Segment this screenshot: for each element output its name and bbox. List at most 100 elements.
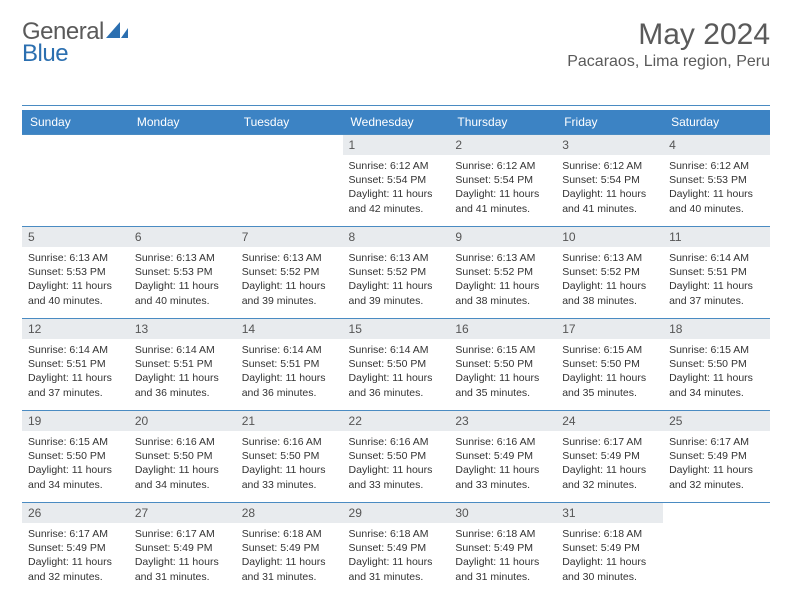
daylight-text-1: Daylight: 11 hours [28, 555, 123, 569]
daylight-text-2: and 42 minutes. [349, 202, 444, 216]
day-number: 1 [343, 135, 450, 155]
sunrise-text: Sunrise: 6:13 AM [242, 251, 337, 265]
daylight-text-1: Daylight: 11 hours [455, 371, 550, 385]
day-number: 16 [449, 319, 556, 339]
sunrise-text: Sunrise: 6:15 AM [669, 343, 764, 357]
sunset-text: Sunset: 5:50 PM [455, 357, 550, 371]
day-number: 7 [236, 227, 343, 247]
calendar-body: 1Sunrise: 6:12 AMSunset: 5:54 PMDaylight… [22, 135, 770, 595]
day-number: 25 [663, 411, 770, 431]
calendar-day-cell: 23Sunrise: 6:16 AMSunset: 5:49 PMDayligh… [449, 411, 556, 503]
sunset-text: Sunset: 5:53 PM [28, 265, 123, 279]
calendar-day-cell: 2Sunrise: 6:12 AMSunset: 5:54 PMDaylight… [449, 135, 556, 227]
daylight-text-1: Daylight: 11 hours [135, 279, 230, 293]
header: General May 2024 Pacaraos, Lima region, … [22, 18, 770, 71]
weekday-header: Friday [556, 110, 663, 135]
sunset-text: Sunset: 5:49 PM [455, 449, 550, 463]
daylight-text-1: Daylight: 11 hours [669, 463, 764, 477]
daylight-text-2: and 34 minutes. [135, 478, 230, 492]
sunrise-text: Sunrise: 6:17 AM [562, 435, 657, 449]
sunrise-text: Sunrise: 6:14 AM [135, 343, 230, 357]
day-content: Sunrise: 6:13 AMSunset: 5:52 PMDaylight:… [556, 247, 663, 310]
day-content: Sunrise: 6:15 AMSunset: 5:50 PMDaylight:… [449, 339, 556, 402]
calendar-day-cell: 19Sunrise: 6:15 AMSunset: 5:50 PMDayligh… [22, 411, 129, 503]
day-content: Sunrise: 6:12 AMSunset: 5:54 PMDaylight:… [556, 155, 663, 218]
sunrise-text: Sunrise: 6:14 AM [349, 343, 444, 357]
logo-sail-icon [106, 22, 128, 45]
calendar-day-cell: 3Sunrise: 6:12 AMSunset: 5:54 PMDaylight… [556, 135, 663, 227]
day-number: 2 [449, 135, 556, 155]
calendar-empty-cell [236, 135, 343, 227]
calendar-day-cell: 11Sunrise: 6:14 AMSunset: 5:51 PMDayligh… [663, 227, 770, 319]
sunset-text: Sunset: 5:51 PM [669, 265, 764, 279]
title-block: May 2024 Pacaraos, Lima region, Peru [567, 18, 770, 71]
day-number: 22 [343, 411, 450, 431]
sunset-text: Sunset: 5:49 PM [669, 449, 764, 463]
daylight-text-1: Daylight: 11 hours [455, 279, 550, 293]
sunset-text: Sunset: 5:50 PM [28, 449, 123, 463]
daylight-text-1: Daylight: 11 hours [349, 463, 444, 477]
day-content: Sunrise: 6:12 AMSunset: 5:54 PMDaylight:… [343, 155, 450, 218]
day-number: 9 [449, 227, 556, 247]
calendar-day-cell: 14Sunrise: 6:14 AMSunset: 5:51 PMDayligh… [236, 319, 343, 411]
calendar-day-cell: 30Sunrise: 6:18 AMSunset: 5:49 PMDayligh… [449, 503, 556, 595]
day-number: 12 [22, 319, 129, 339]
sunrise-text: Sunrise: 6:12 AM [669, 159, 764, 173]
daylight-text-1: Daylight: 11 hours [349, 371, 444, 385]
day-number: 29 [343, 503, 450, 523]
day-number: 19 [22, 411, 129, 431]
sunrise-text: Sunrise: 6:14 AM [28, 343, 123, 357]
weekday-header: Sunday [22, 110, 129, 135]
daylight-text-1: Daylight: 11 hours [242, 555, 337, 569]
day-number: 27 [129, 503, 236, 523]
day-number: 11 [663, 227, 770, 247]
daylight-text-2: and 41 minutes. [455, 202, 550, 216]
day-number: 30 [449, 503, 556, 523]
sunset-text: Sunset: 5:52 PM [562, 265, 657, 279]
daylight-text-1: Daylight: 11 hours [242, 463, 337, 477]
daylight-text-2: and 39 minutes. [349, 294, 444, 308]
calendar-day-cell: 15Sunrise: 6:14 AMSunset: 5:50 PMDayligh… [343, 319, 450, 411]
day-number: 15 [343, 319, 450, 339]
daylight-text-2: and 35 minutes. [562, 386, 657, 400]
sunrise-text: Sunrise: 6:17 AM [28, 527, 123, 541]
day-number: 3 [556, 135, 663, 155]
calendar-table: SundayMondayTuesdayWednesdayThursdayFrid… [22, 110, 770, 595]
daylight-text-1: Daylight: 11 hours [242, 371, 337, 385]
sunrise-text: Sunrise: 6:12 AM [349, 159, 444, 173]
day-content: Sunrise: 6:17 AMSunset: 5:49 PMDaylight:… [22, 523, 129, 586]
day-number: 20 [129, 411, 236, 431]
sunset-text: Sunset: 5:49 PM [28, 541, 123, 555]
calendar-empty-cell [663, 503, 770, 595]
sunrise-text: Sunrise: 6:15 AM [455, 343, 550, 357]
sunset-text: Sunset: 5:51 PM [242, 357, 337, 371]
sunrise-text: Sunrise: 6:16 AM [349, 435, 444, 449]
day-content: Sunrise: 6:17 AMSunset: 5:49 PMDaylight:… [556, 431, 663, 494]
calendar-day-cell: 13Sunrise: 6:14 AMSunset: 5:51 PMDayligh… [129, 319, 236, 411]
daylight-text-1: Daylight: 11 hours [562, 279, 657, 293]
daylight-text-1: Daylight: 11 hours [28, 463, 123, 477]
sunset-text: Sunset: 5:50 PM [135, 449, 230, 463]
sunset-text: Sunset: 5:52 PM [349, 265, 444, 279]
day-content: Sunrise: 6:14 AMSunset: 5:51 PMDaylight:… [129, 339, 236, 402]
daylight-text-2: and 40 minutes. [669, 202, 764, 216]
day-content: Sunrise: 6:14 AMSunset: 5:50 PMDaylight:… [343, 339, 450, 402]
sunset-text: Sunset: 5:49 PM [562, 541, 657, 555]
daylight-text-1: Daylight: 11 hours [28, 279, 123, 293]
daylight-text-2: and 41 minutes. [562, 202, 657, 216]
daylight-text-1: Daylight: 11 hours [135, 371, 230, 385]
daylight-text-2: and 32 minutes. [562, 478, 657, 492]
sunrise-text: Sunrise: 6:16 AM [135, 435, 230, 449]
day-content: Sunrise: 6:17 AMSunset: 5:49 PMDaylight:… [129, 523, 236, 586]
day-content: Sunrise: 6:14 AMSunset: 5:51 PMDaylight:… [22, 339, 129, 402]
calendar-day-cell: 25Sunrise: 6:17 AMSunset: 5:49 PMDayligh… [663, 411, 770, 503]
day-content: Sunrise: 6:15 AMSunset: 5:50 PMDaylight:… [22, 431, 129, 494]
daylight-text-2: and 33 minutes. [455, 478, 550, 492]
daylight-text-2: and 32 minutes. [669, 478, 764, 492]
daylight-text-1: Daylight: 11 hours [28, 371, 123, 385]
daylight-text-2: and 31 minutes. [455, 570, 550, 584]
daylight-text-2: and 38 minutes. [562, 294, 657, 308]
day-number: 24 [556, 411, 663, 431]
sunrise-text: Sunrise: 6:18 AM [562, 527, 657, 541]
sunset-text: Sunset: 5:52 PM [242, 265, 337, 279]
